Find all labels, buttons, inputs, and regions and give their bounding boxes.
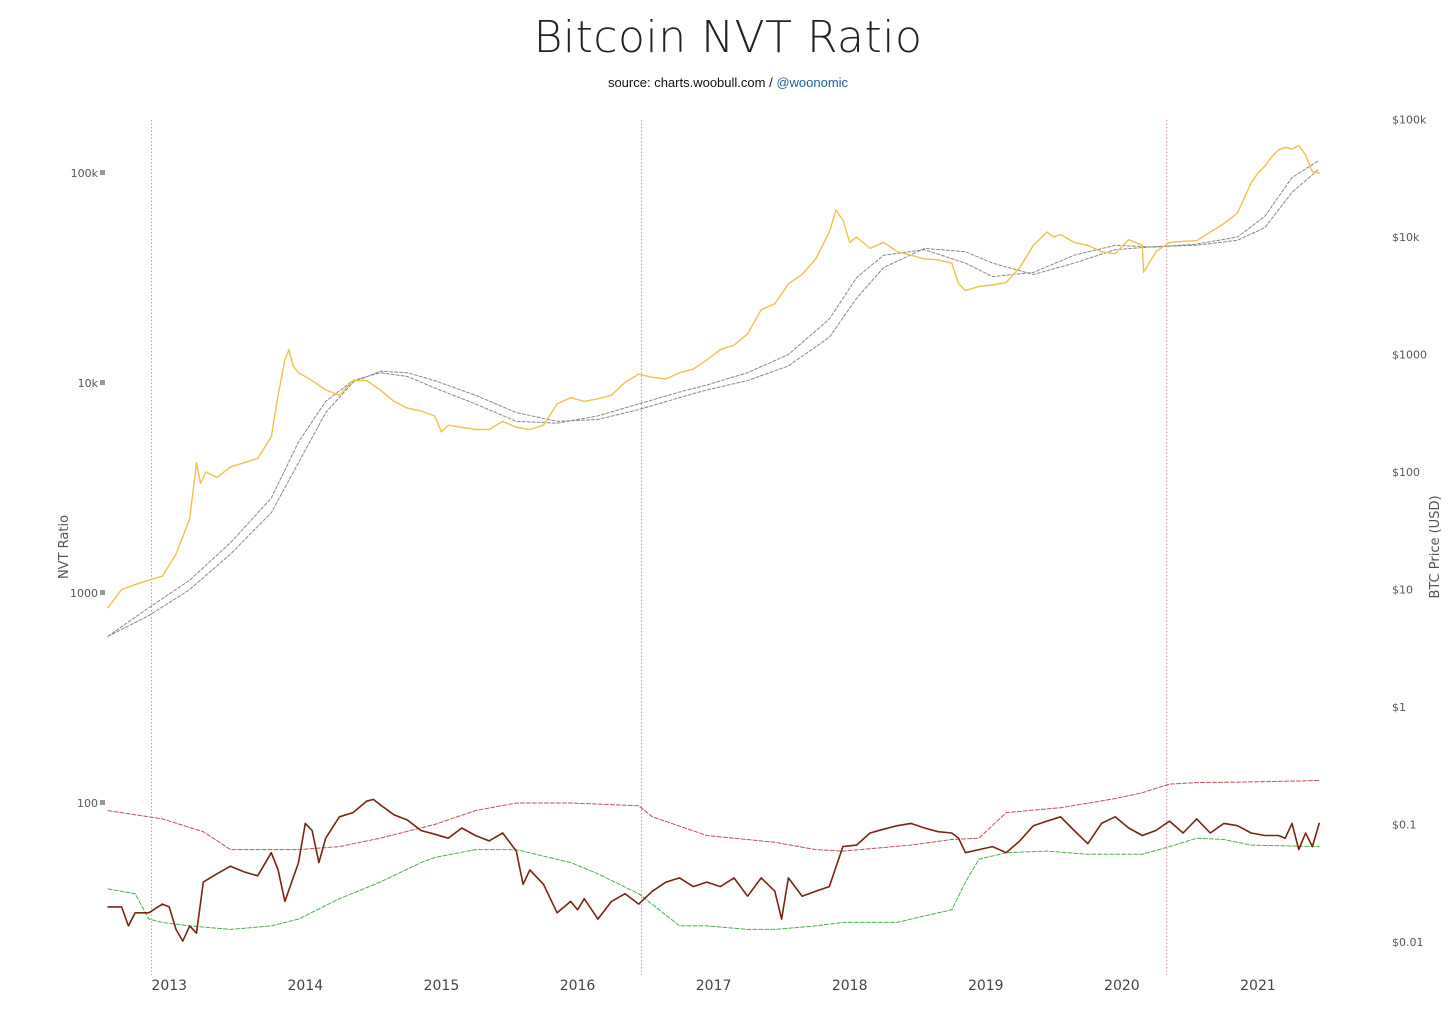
x-tick-label: 2015 bbox=[424, 978, 460, 994]
left-tick-label: 100 bbox=[77, 797, 98, 810]
nvt-ratio-line bbox=[107, 798, 1320, 942]
x-tick-label: 2017 bbox=[696, 978, 732, 994]
source-prefix: source: charts.woobull.com / bbox=[607, 75, 777, 90]
x-tick-label: 2019 bbox=[968, 978, 1004, 994]
right-tick-label: $100 bbox=[1392, 466, 1420, 479]
x-tick-label: 2013 bbox=[151, 978, 187, 994]
right-tick-label: $10 bbox=[1392, 584, 1413, 597]
left-tick-label: 1000 bbox=[70, 587, 98, 600]
right-tick-label: $1000 bbox=[1392, 349, 1427, 362]
x-tick-label: 2020 bbox=[1104, 978, 1140, 994]
left-tick-marker bbox=[100, 380, 105, 385]
nvt-lower-band-line bbox=[107, 837, 1320, 930]
x-tick-label: 2021 bbox=[1240, 978, 1276, 994]
right-tick-label: $100k bbox=[1392, 114, 1427, 127]
right-tick-label: $1 bbox=[1392, 701, 1406, 714]
right-tick-label: $10k bbox=[1392, 231, 1420, 244]
price-moving-average-1-line bbox=[107, 159, 1320, 637]
source-handle-link[interactable]: @woonomic bbox=[776, 75, 849, 90]
left-tick-marker bbox=[100, 170, 105, 175]
chart-source: source: charts.woobull.com / @woonomic bbox=[0, 75, 1456, 90]
x-tick-label: 2018 bbox=[832, 978, 868, 994]
left-tick-label: 10k bbox=[78, 377, 99, 390]
left-tick-marker bbox=[100, 800, 105, 805]
left-axis-title: NVT Ratio bbox=[57, 515, 72, 579]
left-tick-marker bbox=[100, 590, 105, 595]
right-axis-title: BTC Price (USD) bbox=[1428, 495, 1443, 598]
price-moving-average-2-line bbox=[107, 168, 1320, 637]
right-tick-label: $0.01 bbox=[1392, 936, 1424, 949]
right-tick-label: $0.1 bbox=[1392, 819, 1417, 832]
nvt-upper-band-line bbox=[107, 780, 1320, 852]
left-tick-label: 100k bbox=[71, 167, 99, 180]
chart-title: Bitcoin NVT Ratio bbox=[533, 12, 923, 63]
x-tick-label: 2014 bbox=[288, 978, 324, 994]
btc-price-line bbox=[107, 144, 1320, 609]
x-tick-label: 2016 bbox=[560, 978, 596, 994]
